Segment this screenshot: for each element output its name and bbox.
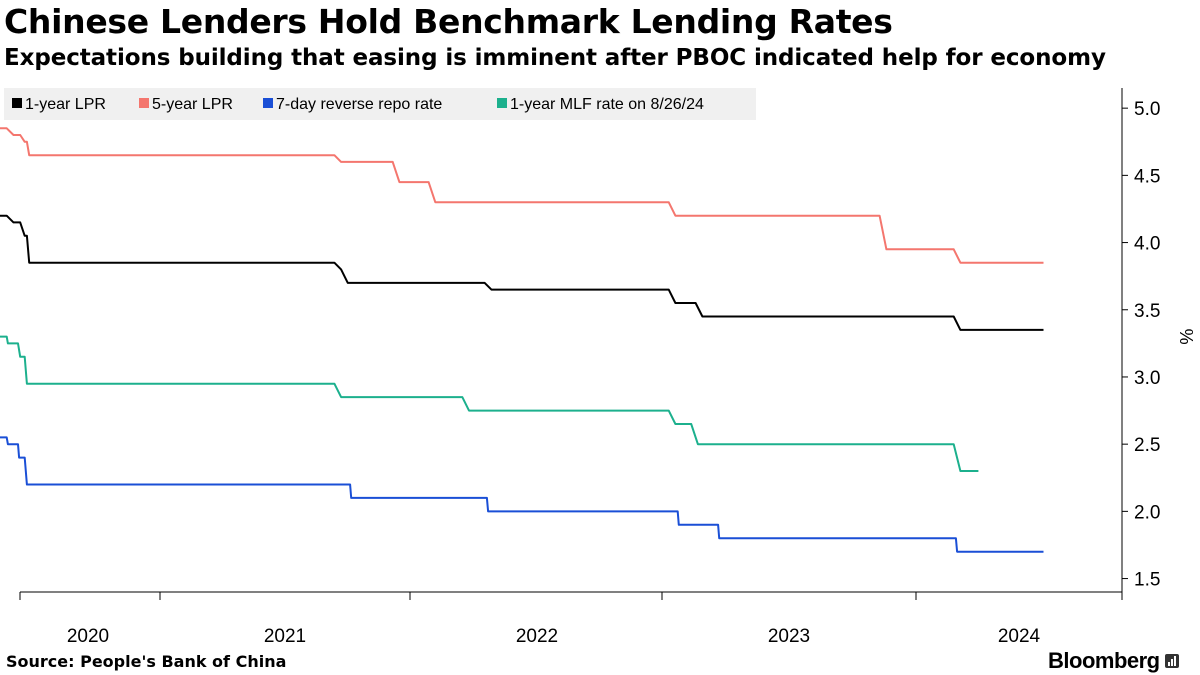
legend-item: 7-day reverse repo rate (263, 96, 442, 113)
legend-swatch (12, 98, 22, 108)
series-line-2 (0, 127, 1044, 264)
y-tick-label: 3.5 (1134, 301, 1160, 322)
legend-swatch (497, 98, 507, 108)
legend: 1-year LPR 5-year LPR 7-day reverse repo r… (4, 88, 756, 120)
series-line-3 (0, 436, 1044, 553)
series-line-4 (0, 335, 979, 472)
bar-chart-icon (1164, 654, 1179, 668)
x-tick-label: 2022 (516, 626, 558, 647)
y-axis-label: % (1176, 329, 1196, 345)
source-note: Source: People's Bank of China (6, 652, 287, 671)
legend-swatch (263, 98, 273, 108)
series-line-1 (0, 214, 1044, 331)
brand-name: Bloomberg (1048, 648, 1160, 673)
x-tick-label: 2023 (768, 626, 810, 647)
y-tick-label: 2.0 (1134, 502, 1160, 523)
legend-label: 7-day reverse repo rate (276, 96, 442, 113)
chart-subtitle: Expectations building that easing is imm… (4, 45, 1106, 71)
y-tick-label: 4.0 (1134, 234, 1160, 255)
y-tick-label: 1.5 (1134, 570, 1160, 591)
x-axis: 2020 2021 2022 2023 2024 (19, 591, 1123, 647)
y-tick-label: 4.5 (1134, 166, 1160, 187)
y-tick-label: 5.0 (1134, 99, 1160, 120)
legend-swatch (139, 98, 149, 108)
legend-label: 5-year LPR (152, 96, 233, 113)
legend-label: 1-year MLF rate on 8/26/24 (510, 96, 704, 113)
chart-title: Chinese Lenders Hold Benchmark Lending R… (4, 2, 893, 41)
x-tick-label: 2024 (998, 626, 1041, 647)
plot-lines (0, 127, 1044, 553)
x-tick-label: 2021 (264, 626, 306, 647)
y-tick-label: 3.0 (1134, 368, 1160, 389)
y-tick-label: 2.5 (1134, 435, 1160, 456)
legend-background (4, 88, 756, 120)
y-axis: 5.0 4.5 4.0 3.5 3.0 2.5 2.0 1.5% (1121, 88, 1196, 592)
legend-label: 1-year LPR (25, 96, 106, 113)
x-tick-label: 2020 (67, 626, 109, 647)
legend-item: 5-year LPR (139, 96, 233, 113)
legend-item: 1-year LPR (12, 96, 106, 113)
legend-item: 1-year MLF rate on 8/26/24 (497, 96, 704, 113)
bloomberg-logo: Bloomberg (1048, 648, 1179, 674)
